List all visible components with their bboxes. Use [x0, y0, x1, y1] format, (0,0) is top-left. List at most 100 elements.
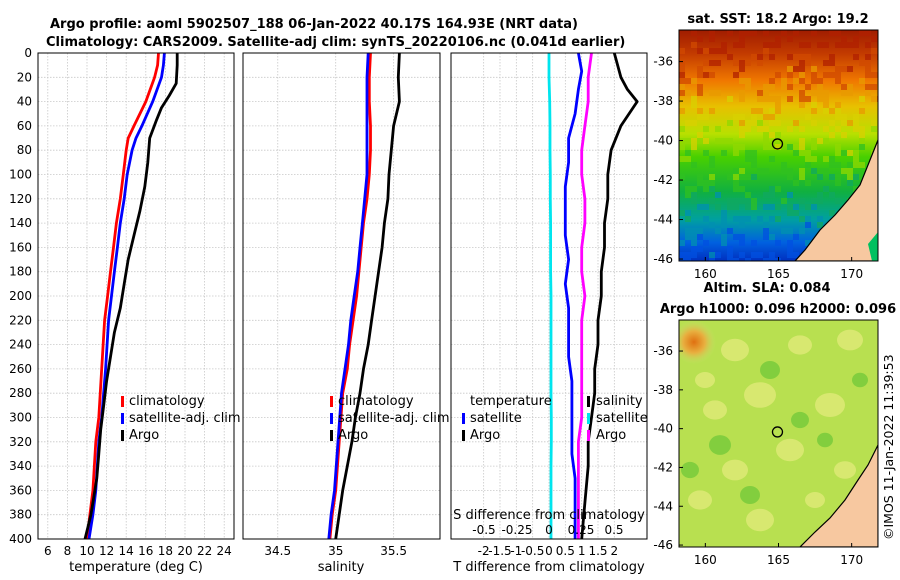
map-y-tick-label: -36 — [653, 344, 673, 358]
legend-label-climatology: climatology — [129, 394, 205, 409]
y-tick-label: 320 — [9, 435, 32, 449]
x-tick-label: 8 — [64, 544, 72, 558]
map-y-tick-label: -44 — [653, 499, 673, 513]
y-tick-label: 140 — [9, 216, 32, 230]
difference-legend-left: temperature satellite Argo — [462, 394, 552, 443]
legend-label-climatology: climatology — [338, 394, 414, 409]
x-tick-label: -2 — [478, 544, 490, 558]
sla-land — [799, 444, 878, 547]
series-line-climatology — [85, 52, 160, 540]
legend-label-temperature: temperature — [470, 394, 552, 409]
difference-panel: -2-1.5-1-0.5 0 0.5 1 1.5 2 temperature satell… — [450, 52, 648, 575]
map-y-tick-label: -44 — [653, 213, 673, 227]
legend-label-satellite: satellite — [470, 411, 522, 426]
sst-argo-marker — [771, 138, 784, 150]
x-tick-label: 6 — [44, 544, 52, 558]
difference-legend-right: salinity satellite Argo — [587, 394, 648, 443]
x-tick-label: 34.5 — [264, 544, 291, 558]
map-y-tick-label: -42 — [653, 173, 673, 187]
x-tick-label: 0 — [545, 544, 553, 558]
x-tick-label: -1.5 — [488, 544, 511, 558]
legend-label-salinity-satellite: satellite — [596, 411, 648, 426]
y-tick-label: 400 — [9, 532, 32, 546]
y-tick-label: 220 — [9, 313, 32, 327]
figure-title-line1: Argo profile: aoml 5902507_188 06-Jan-20… — [50, 17, 578, 32]
y-tick-label: 200 — [9, 289, 32, 303]
map-x-tick-label: 170 — [840, 553, 863, 567]
x-tick-label: 2 — [611, 544, 619, 558]
map-x-tick-label: 165 — [767, 267, 790, 281]
legend-label-argo: Argo — [470, 428, 500, 443]
y-tick-label: 120 — [9, 192, 32, 206]
map-y-tick-label: -42 — [653, 460, 673, 474]
legend-label-argo: Argo — [338, 428, 368, 443]
x-tick-label: 22 — [197, 544, 212, 558]
y-tick-label: 40 — [17, 95, 32, 109]
map-y-tick-label: -38 — [653, 94, 673, 108]
salinity-legend: climatology satellite-adj. clim Argo — [330, 394, 450, 443]
series-line-argo — [334, 52, 401, 540]
salinity-series — [327, 52, 401, 540]
legend-swatch-salinity-argo2 — [587, 430, 590, 441]
sst-map-panel: sat. SST: 18.2 Argo: 19.2 160 165 170 -36 -3… — [653, 12, 879, 281]
sst-map-image — [679, 30, 878, 261]
top-tick-label: 0.5 — [604, 523, 623, 537]
figure-title-line2: Climatology: CARS2009. Satellite-adj cli… — [46, 35, 625, 50]
sla-map-panel: Altim. SLA: 0.084 Argo h1000: 0.096 h200… — [653, 281, 896, 567]
legend-label-argo: Argo — [129, 428, 159, 443]
x-tick-label: 1 — [578, 544, 586, 558]
legend-swatch-salinity-argo — [587, 396, 590, 407]
y-tick-label: 160 — [9, 240, 32, 254]
map-x-tick-label: 165 — [767, 553, 790, 567]
x-tick-label: 35 — [328, 544, 343, 558]
legend-swatch-argo — [462, 430, 465, 441]
temperature-grid: 0 20 40 60 80 100 120 140 160 180 200 220 240 260 280 3… — [9, 46, 234, 558]
map-y-tick-label: -40 — [653, 422, 673, 436]
sst-map-title: sat. SST: 18.2 Argo: 19.2 — [687, 12, 868, 27]
top-tick-label: -0.5 — [472, 523, 495, 537]
map-y-tick-label: -46 — [653, 252, 673, 266]
legend-swatch-salinity-satellite — [587, 413, 590, 424]
y-tick-label: 20 — [17, 70, 32, 84]
legend-label-salinity-argo: Argo — [596, 428, 626, 443]
legend-swatch-climatology — [121, 396, 124, 407]
top-tick-label: 0.25 — [568, 523, 595, 537]
top-tick-label: -0.25 — [501, 523, 532, 537]
map-x-tick-label: 160 — [694, 267, 717, 281]
y-tick-label: 80 — [17, 143, 32, 157]
sst-land — [794, 139, 878, 261]
sla-argo-marker — [771, 426, 784, 438]
y-tick-label: 260 — [9, 362, 32, 376]
x-tick-label: 24 — [217, 544, 232, 558]
series-line-temperature-satellite — [547, 53, 553, 539]
series-line-satellite-adj-clim — [327, 52, 370, 540]
x-tick-label: 1.5 — [588, 544, 607, 558]
sla-map-image — [679, 320, 878, 547]
x-tick-label: 10 — [79, 544, 94, 558]
x-tick-label: 14 — [119, 544, 134, 558]
temperature-series — [83, 52, 179, 540]
legend-swatch-climatology — [330, 396, 333, 407]
legend-swatch-satellite — [462, 413, 465, 424]
series-line-temperature-argo — [563, 52, 584, 539]
salinity-panel: 34.5 35 35.5 climatology satellite-adj. cl… — [242, 52, 450, 575]
x-tick-label: 35.5 — [380, 544, 407, 558]
map-x-tick-label: 160 — [694, 553, 717, 567]
y-tick-label: 180 — [9, 265, 32, 279]
difference-grid: -2-1.5-1-0.5 0 0.5 1 1.5 2 — [451, 52, 647, 558]
difference-xlabel: T difference from climatology — [452, 560, 645, 575]
legend-label-satellite: satellite-adj. clim — [129, 411, 241, 426]
x-tick-label: 16 — [138, 544, 153, 558]
map-y-tick-label: -40 — [653, 134, 673, 148]
y-tick-label: 0 — [24, 46, 32, 60]
x-tick-label: -1 — [510, 544, 522, 558]
difference-top-ticks: -0.5 -0.25 0 0.25 0.5 — [472, 523, 623, 537]
legend-swatch-satellite — [121, 413, 124, 424]
map-y-tick-label: -46 — [653, 538, 673, 552]
temperature-panel: 0 20 40 60 80 100 120 140 160 180 200 220 240 260 280 3… — [9, 46, 241, 575]
difference-xlabel-top: S difference from climatology — [453, 508, 645, 523]
x-tick-label: 0.5 — [556, 544, 575, 558]
legend-swatch-satellite — [330, 413, 333, 424]
legend-label-salinity: salinity — [596, 394, 643, 409]
series-line-salinity-satellite — [577, 52, 593, 539]
